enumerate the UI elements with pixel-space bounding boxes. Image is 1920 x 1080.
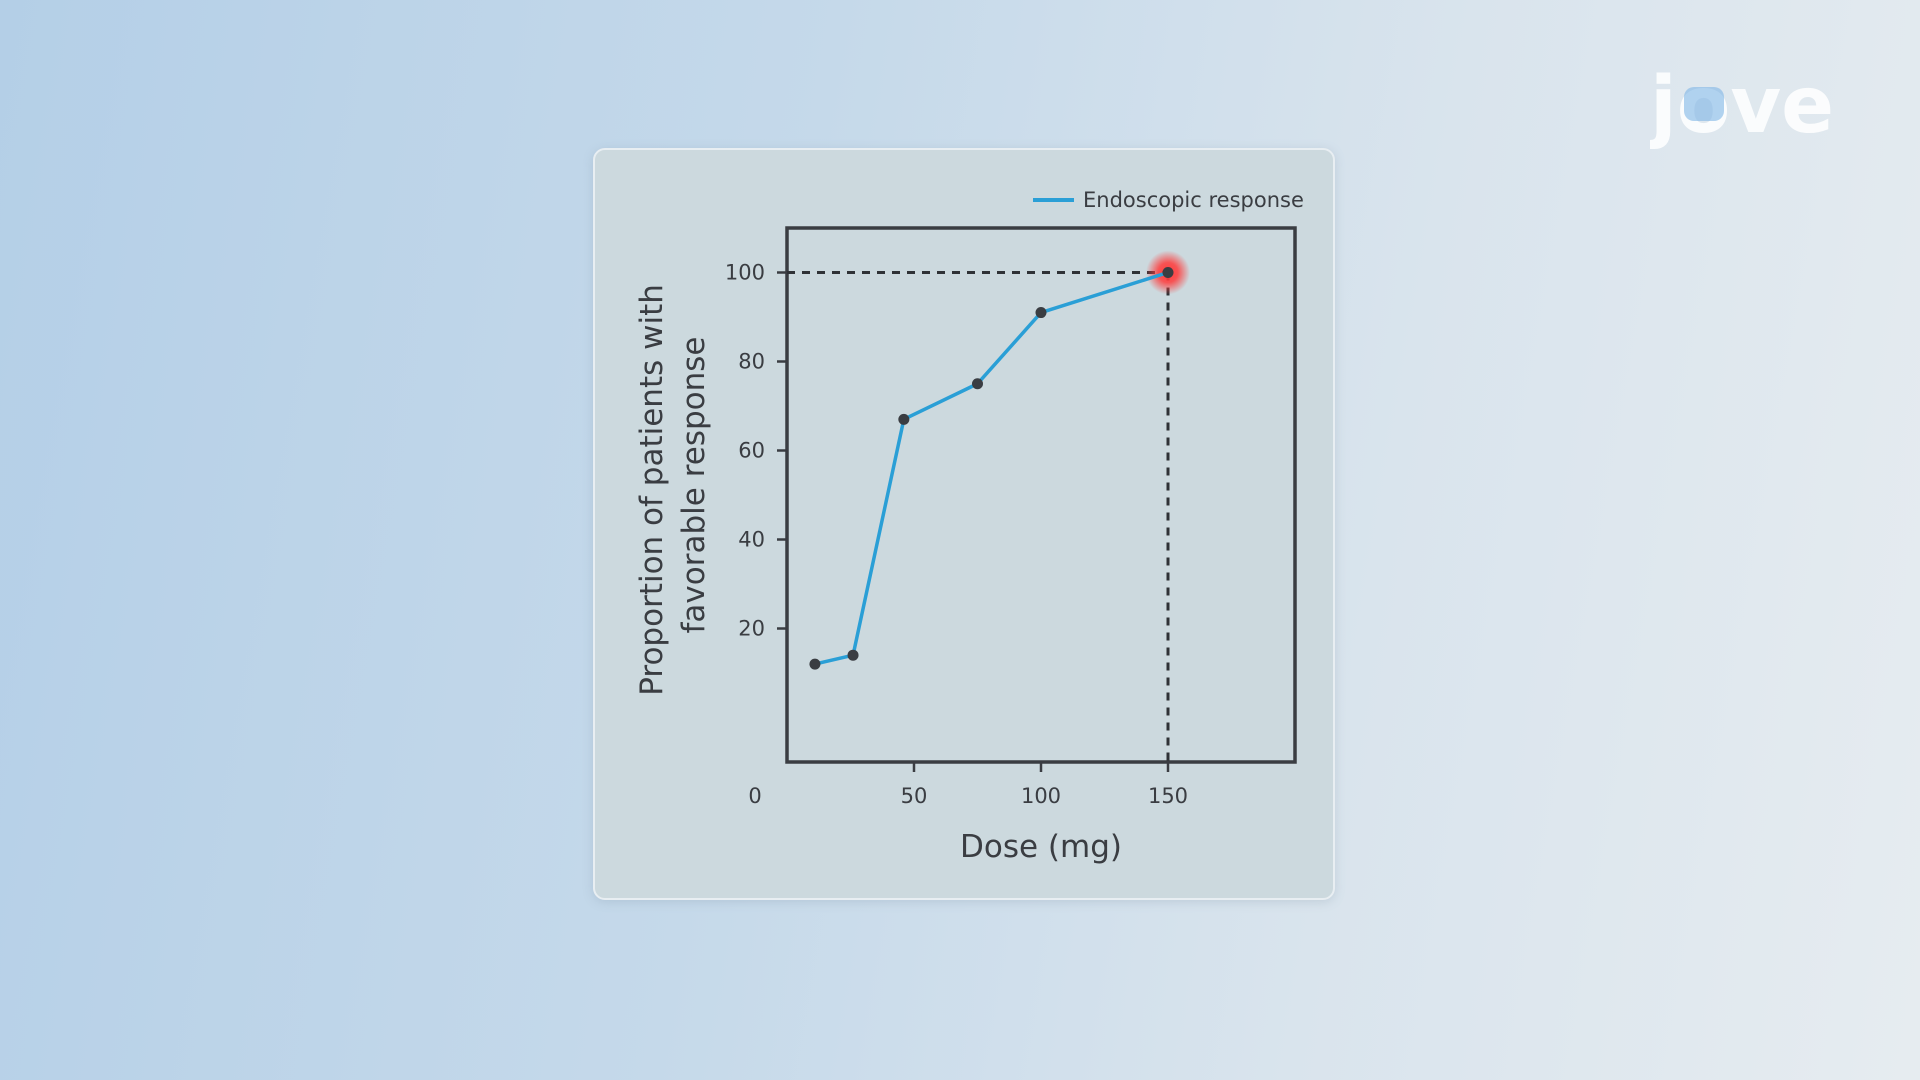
data-point-0-2: [898, 413, 910, 425]
x-tick-label-0: 0: [748, 784, 761, 808]
jove-logo-text: jove: [1650, 61, 1834, 151]
data-point-0-0: [809, 658, 821, 670]
y-tick-label-20: 20: [738, 617, 765, 641]
tick-labels: 20 40 60 80 100 0 50 100 150: [725, 261, 1188, 809]
series-group: [809, 250, 1190, 670]
x-axis-title: Dose (mg): [960, 829, 1122, 865]
legend: Endoscopic response: [1033, 188, 1304, 212]
jove-logo: jove: [1650, 61, 1834, 151]
x-tick-label-100: 100: [1021, 784, 1061, 808]
data-point-0-1: [847, 649, 859, 661]
data-point-0-5: [1162, 267, 1174, 278]
y-tick-label-100: 100: [725, 261, 765, 285]
reference-lines: [787, 271, 1170, 762]
y-tick-label-40: 40: [738, 528, 765, 552]
y-axis-title-line-2: favorable response: [676, 337, 712, 634]
y-tick-label-80: 80: [738, 350, 765, 374]
x-tick-label-50: 50: [901, 784, 928, 808]
y-tick-label-60: 60: [738, 439, 765, 463]
x-tick-label-150: 150: [1148, 784, 1188, 808]
y-axis-title: Proportion of patients with favorable re…: [634, 274, 712, 696]
data-point-0-3: [972, 378, 983, 390]
line-chart: Endoscopic response 20 40 60 80 100 0 50 100 150…: [634, 188, 1304, 865]
axes: [777, 226, 1297, 772]
chart-card: Endoscopic response 20 40 60 80 100 0 50 100 150…: [593, 148, 1335, 900]
data-point-0-4: [1035, 307, 1047, 319]
y-axis-title-line-1: Proportion of patients with: [634, 284, 670, 696]
series-line-0: [814, 270, 1169, 666]
jove-logo-bubble: [1684, 87, 1724, 121]
legend-label: Endoscopic response: [1083, 188, 1304, 212]
